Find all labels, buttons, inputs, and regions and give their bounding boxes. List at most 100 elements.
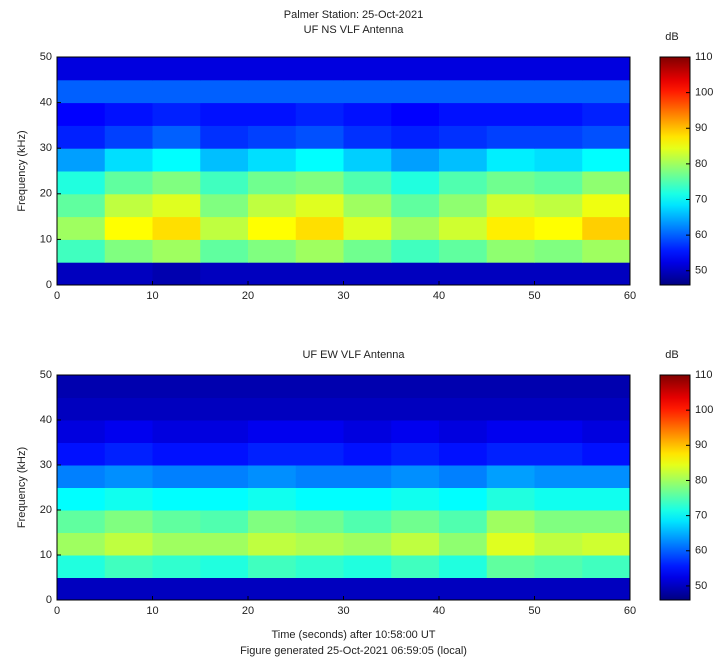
heatmap-cell <box>486 510 535 533</box>
heatmap-cell <box>534 420 583 443</box>
heatmap-cell <box>486 216 535 240</box>
heatmap-cell <box>582 102 631 126</box>
heatmap-cell <box>104 125 153 149</box>
heatmap-cell <box>439 577 488 601</box>
x-axis-label: Time (seconds) after 10:58:00 UT <box>271 629 435 641</box>
heatmap-cell <box>439 148 488 172</box>
heatmap-cell <box>439 487 488 511</box>
heatmap-cell <box>295 262 344 286</box>
heatmap-cell <box>534 239 583 263</box>
heatmap-cell <box>104 102 153 126</box>
heatmap-cell <box>439 216 488 240</box>
heatmap-cell <box>248 442 297 466</box>
heatmap-cell <box>582 420 631 443</box>
heatmap-cell <box>486 148 535 172</box>
heatmap-cell <box>343 57 392 81</box>
heatmap-cell <box>582 510 631 533</box>
heatmap-cell <box>104 171 153 195</box>
heatmap-cell <box>582 577 631 601</box>
heatmap-cell <box>248 216 297 240</box>
x-tick-label: 10 <box>146 605 158 617</box>
heatmap-cell <box>534 532 583 556</box>
heatmap-cell <box>295 216 344 240</box>
heatmap-cell <box>582 239 631 263</box>
heatmap-cell <box>391 125 440 149</box>
heatmap-cell <box>486 397 535 421</box>
heatmap-cell <box>439 397 488 421</box>
heatmap-cell <box>200 193 249 218</box>
heatmap-cell <box>439 239 488 263</box>
heatmap-cell <box>57 532 106 556</box>
y-tick-label: 0 <box>46 279 52 291</box>
x-tick-label: 30 <box>337 290 349 302</box>
heatmap-cell <box>152 375 201 398</box>
heatmap-cell <box>439 555 488 578</box>
heatmap-cell <box>439 375 488 398</box>
x-tick-label: 40 <box>433 290 445 302</box>
heatmap-cell <box>343 125 392 149</box>
heatmap-cell <box>534 487 583 511</box>
heatmap-cell <box>57 148 106 172</box>
heatmap-cell <box>104 375 153 398</box>
heatmap-cell <box>343 148 392 172</box>
heatmap-cell <box>439 442 488 466</box>
heatmap-cell <box>104 193 153 218</box>
x-tick-label: 0 <box>54 290 60 302</box>
heatmap-cell <box>200 487 249 511</box>
heatmap-cell <box>534 442 583 466</box>
heatmap-cell <box>57 555 106 578</box>
colorbar-tick-label: 90 <box>695 439 707 451</box>
heatmap-cell <box>391 148 440 172</box>
x-tick-label: 20 <box>242 290 254 302</box>
heatmap-cell <box>391 510 440 533</box>
heatmap-cell <box>582 57 631 81</box>
heatmap-cell <box>391 532 440 556</box>
heatmap-cell <box>200 262 249 286</box>
heatmap-cell <box>534 397 583 421</box>
chart-title: UF EW VLF Antenna <box>302 349 405 361</box>
heatmap-cell <box>295 487 344 511</box>
figure-note: Figure generated 25-Oct-2021 06:59:05 (l… <box>240 645 467 657</box>
heatmap-cell <box>582 397 631 421</box>
chart-title: Palmer Station: 25-Oct-2021 <box>284 9 423 21</box>
heatmap-cell <box>534 148 583 172</box>
heatmap-cell <box>343 420 392 443</box>
heatmap-cell <box>295 532 344 556</box>
heatmap-cell <box>534 262 583 286</box>
heatmap-cell <box>582 79 631 104</box>
heatmap-cell <box>582 375 631 398</box>
heatmap-cell <box>152 216 201 240</box>
colorbar-tick-label: 70 <box>695 510 707 522</box>
heatmap-cell <box>582 125 631 149</box>
heatmap-cell <box>200 532 249 556</box>
heatmap-cell <box>582 193 631 218</box>
heatmap-cell <box>486 465 535 488</box>
heatmap-cell <box>391 420 440 443</box>
heatmap-cell <box>534 465 583 488</box>
heatmap-cell <box>582 487 631 511</box>
heatmap-cell <box>295 577 344 601</box>
heatmap-cell <box>486 487 535 511</box>
heatmap-cell <box>534 577 583 601</box>
y-tick-label: 10 <box>40 549 52 561</box>
heatmap-cell <box>391 262 440 286</box>
colorbar-tick-label: 70 <box>695 193 707 205</box>
heatmap-cell <box>295 420 344 443</box>
heatmap-cell <box>104 79 153 104</box>
heatmap-cell <box>439 420 488 443</box>
colorbar <box>659 56 691 286</box>
heatmap-cell <box>152 57 201 81</box>
heatmap-cell <box>295 555 344 578</box>
heatmap-cell <box>439 262 488 286</box>
heatmap-cell <box>439 102 488 126</box>
heatmap-cell <box>439 57 488 81</box>
heatmap-cell <box>152 125 201 149</box>
colorbar-tick-label: 110 <box>695 369 713 381</box>
heatmap-cell <box>486 577 535 601</box>
heatmap-cell <box>295 171 344 195</box>
heatmap-cell <box>104 239 153 263</box>
heatmap-cell <box>104 465 153 488</box>
x-tick-label: 10 <box>146 290 158 302</box>
heatmap-cell <box>200 125 249 149</box>
